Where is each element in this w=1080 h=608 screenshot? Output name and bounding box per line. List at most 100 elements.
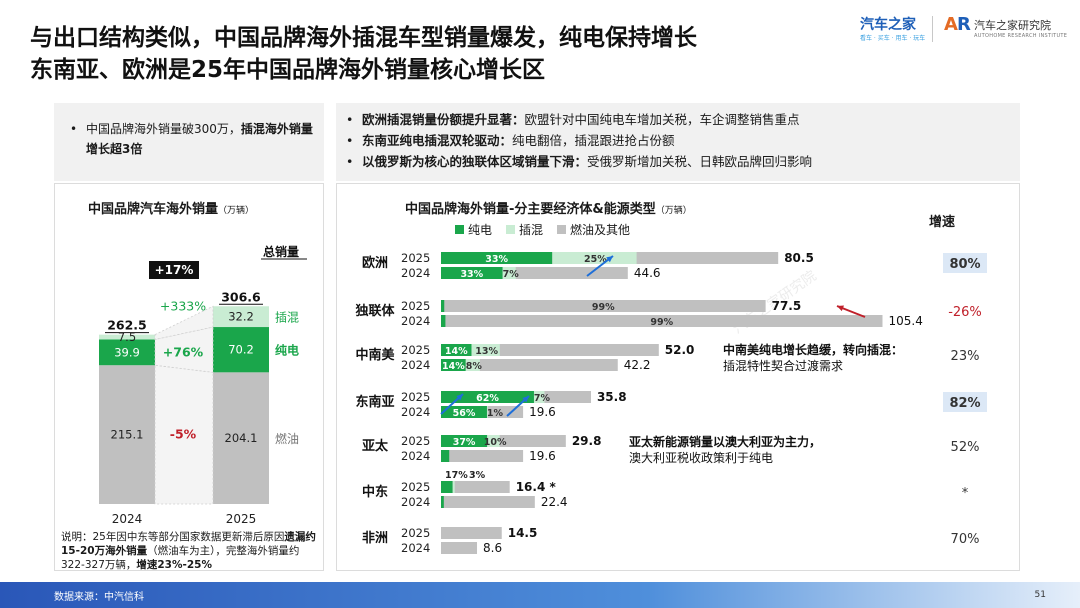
region-label: 中南美 bbox=[355, 347, 395, 363]
bar-ice bbox=[441, 542, 478, 554]
legend-item-ice: 燃油及其他 bbox=[557, 221, 630, 238]
bar-ice bbox=[441, 496, 535, 508]
share-label-phev: 1% bbox=[487, 408, 504, 419]
research-logo-icon: AR bbox=[944, 14, 971, 35]
bar-value-label: 204.1 bbox=[225, 431, 258, 445]
bullet-3-bold: 以俄罗斯为核心的独联体区域销量下滑： bbox=[362, 154, 588, 169]
region-growth-value: 70% bbox=[951, 532, 980, 547]
total-value-label: 262.5 bbox=[107, 318, 147, 333]
total-value-label: 52.0 bbox=[665, 343, 695, 357]
right-summary-box: • 欧洲插混销量份额提升显著： 欧盟针对中国纯电车增加关税，车企调整销售重点 • 东南… bbox=[336, 103, 1020, 181]
bar-phev bbox=[465, 359, 480, 371]
annotation-latam-text: 插混特性契合过渡需求 bbox=[723, 358, 843, 373]
x-tick-label: 2025 bbox=[226, 512, 257, 526]
bar-segment-插混-2025 bbox=[213, 306, 269, 328]
bar-segment-燃油-2024 bbox=[99, 365, 155, 504]
left-summary-text: 中国品牌海外销量破300万，插混海外销量增长超3倍 bbox=[86, 119, 316, 159]
region-label: 中东 bbox=[362, 484, 388, 500]
total-header-label: 总销量 bbox=[263, 244, 299, 259]
year-label: 2025 bbox=[401, 480, 430, 494]
total-value-label: 80.5 bbox=[784, 251, 814, 265]
right-chart-unit: （万辆） bbox=[655, 206, 692, 216]
bar-phev bbox=[452, 481, 455, 493]
year-label: 2025 bbox=[401, 299, 430, 313]
series-change-label: +333% bbox=[160, 298, 206, 313]
share-label-phev: 13% bbox=[475, 346, 498, 357]
bar-phev bbox=[552, 252, 637, 264]
total-value-label: 16.4 * bbox=[516, 480, 557, 494]
bar-bev bbox=[441, 344, 472, 356]
left-chart-title-text: 中国品牌汽车海外销量 bbox=[88, 202, 219, 217]
region-growth-value: 82% bbox=[949, 396, 980, 411]
region-growth-value: 23% bbox=[951, 349, 980, 364]
bar-value-label: 32.2 bbox=[228, 310, 254, 324]
share-label: 99% bbox=[592, 302, 615, 313]
bullet-icon: • bbox=[346, 133, 354, 148]
region-growth-value: * bbox=[962, 486, 969, 501]
connector-band bbox=[154, 305, 214, 340]
legend-item-phev: 插混 bbox=[506, 221, 543, 238]
growth-column-header: 增速 bbox=[929, 215, 956, 230]
left-summary-box: • 中国品牌海外销量破300万，插混海外销量增长超3倍 bbox=[54, 103, 324, 181]
bullet-2-bold: 东南亚纯电插混双轮驱动： bbox=[362, 133, 513, 148]
growth-highlight bbox=[943, 253, 987, 273]
share-label-bev: 56% bbox=[453, 408, 476, 419]
share-label-bev: 17% bbox=[445, 470, 468, 481]
annotation-latam-bold: 中南美纯电增长趋缓，转向插混： bbox=[723, 342, 903, 357]
left-chart-title: 中国品牌汽车海外销量（万辆） bbox=[88, 198, 254, 217]
bar-bev bbox=[441, 391, 534, 403]
total-value-label: 29.8 bbox=[572, 434, 602, 448]
left-chart-panel: 中国品牌汽车海外销量（万辆） 215.1 39.9 7.5 2024 262.5 204.… bbox=[54, 183, 324, 571]
region-label: 东南亚 bbox=[355, 394, 394, 410]
bar-ice bbox=[441, 300, 766, 312]
bar-ice bbox=[441, 481, 510, 493]
bar-segment-纯电-2024 bbox=[99, 339, 155, 366]
series-name-label: 纯电 bbox=[275, 343, 299, 358]
research-logo-sub: AUTOHOME RESEARCH INSTITUTE bbox=[974, 33, 1068, 39]
bar-phev bbox=[486, 406, 488, 418]
series-name-label: 燃油 bbox=[275, 431, 299, 446]
bullet-icon: • bbox=[346, 154, 354, 169]
bar-phev bbox=[471, 344, 500, 356]
total-value-label: 306.6 bbox=[221, 289, 261, 304]
title-block: 与出口结构类似，中国品牌海外插混车型销量爆发，纯电保持增长 东南亚、欧洲是25年… bbox=[30, 22, 697, 86]
left-summary-bold: 插混海外销量增长超3倍 bbox=[86, 122, 313, 156]
year-label: 2025 bbox=[401, 390, 430, 404]
bar-bev bbox=[441, 435, 488, 447]
year-label: 2024 bbox=[401, 266, 430, 280]
legend-label-phev: 插混 bbox=[519, 223, 544, 237]
share-label-phev: 7% bbox=[534, 393, 551, 404]
year-label: 2024 bbox=[401, 358, 430, 372]
share-label-bev: 62% bbox=[476, 393, 499, 404]
annotation-apac-text: 澳大利亚税收政策利于纯电 bbox=[629, 451, 773, 465]
logo-area: 汽车之家 看车 · 买车 · 用车 · 玩车 AR 汽车之家研究院 AUTOHO… bbox=[860, 14, 1070, 48]
connector-band bbox=[154, 326, 214, 373]
data-source: 数据来源：中汽信科 bbox=[54, 592, 144, 603]
page-number: 51 bbox=[1034, 590, 1046, 600]
share-label-bev: 33% bbox=[460, 269, 483, 280]
trend-arrow-head bbox=[606, 256, 613, 263]
bar-ice bbox=[441, 527, 502, 539]
trend-arrow-head bbox=[456, 394, 463, 401]
footer-bar bbox=[0, 582, 1080, 608]
series-change-label: +76% bbox=[163, 344, 204, 359]
autohome-logo: 汽车之家 bbox=[860, 17, 916, 33]
bullet-icon: • bbox=[346, 112, 354, 127]
growth-highlight bbox=[943, 392, 987, 412]
bar-segment-纯电-2025 bbox=[213, 327, 269, 373]
year-label: 2024 bbox=[401, 541, 430, 555]
left-chart-unit: （万辆） bbox=[218, 206, 255, 216]
legend-label-bev: 纯电 bbox=[468, 223, 493, 237]
total-value-label: 19.6 bbox=[529, 405, 556, 419]
share-label-bev: 37% bbox=[453, 437, 476, 448]
x-tick-label: 2024 bbox=[112, 512, 143, 526]
annotation-apac-bold: 亚太新能源销量以澳大利亚为主力， bbox=[629, 434, 821, 449]
bar-phev bbox=[487, 435, 500, 447]
bar-phev bbox=[533, 391, 545, 403]
legend-label-ice: 燃油及其他 bbox=[570, 223, 631, 237]
bar-ice bbox=[441, 450, 524, 462]
bar-bev bbox=[441, 450, 450, 462]
bullet-2-text: 纯电翻倍，插混跟进抢占份额 bbox=[512, 133, 675, 148]
bar-bev bbox=[441, 359, 466, 371]
